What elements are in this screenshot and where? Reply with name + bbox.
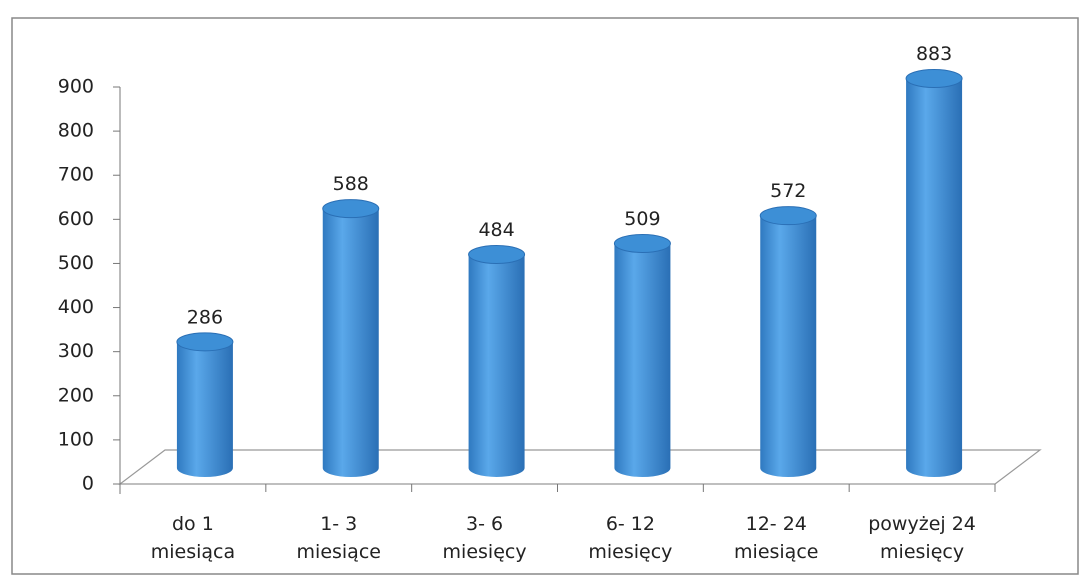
cylinder-top [613,233,671,253]
data-label: 572 [770,180,806,202]
bar [759,206,817,477]
cylinder-body [322,208,379,478]
x-tick-label: powyżej 24 miesięcy [868,513,976,563]
data-label: 484 [478,219,514,241]
y-tick-label: 800 [58,120,94,142]
y-tick-label: 500 [58,252,94,274]
y-tick-label: 0 [82,473,94,495]
cylinder-top [905,68,963,88]
bar [322,199,380,478]
data-label: 883 [916,43,952,65]
cylinder-body [760,215,817,477]
floor [118,449,1042,485]
cylinder-top [176,332,234,352]
cylinder-body [906,78,963,477]
bar [905,68,963,477]
bar [468,245,526,477]
cylinder-top [468,245,526,265]
bar [176,332,234,477]
x-tick-label: 12- 24 miesiące [734,513,818,563]
cylinder-body [176,341,233,477]
x-tick-label: 3- 6 miesięcy [443,513,527,563]
data-label: 588 [333,173,369,195]
cylinder-top [322,199,380,219]
y-tick-label: 900 [58,76,94,98]
cylinder-body [468,254,525,477]
data-label: 509 [624,208,660,230]
chart-frame [11,17,1079,575]
bar [613,233,671,477]
x-tick-label: 6- 12 miesięcy [588,513,672,563]
y-tick-label: 400 [58,296,94,318]
cylinder-body [614,243,671,477]
y-tick-label: 300 [58,340,94,362]
cylinder-top [759,206,817,226]
y-tick-label: 200 [58,384,94,406]
y-tick-label: 700 [58,164,94,186]
x-tick-label: 1- 3 miesiące [297,513,381,563]
y-tick-label: 100 [58,428,94,450]
y-tick-label: 600 [58,208,94,230]
data-label: 286 [187,306,223,328]
x-tick-label: do 1 miesiąca [151,513,235,563]
